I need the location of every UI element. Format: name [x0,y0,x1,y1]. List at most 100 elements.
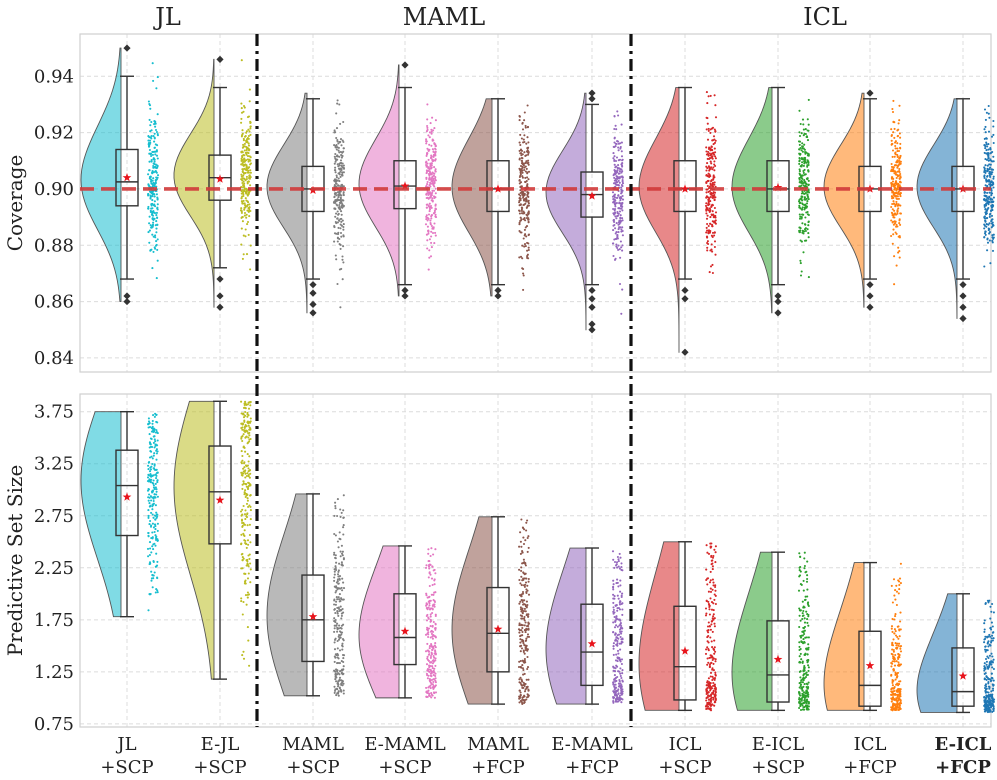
rain-point [154,496,157,499]
rain-point [619,698,622,701]
rain-point [155,87,158,90]
rain-point [518,212,521,215]
rain-point [707,154,710,157]
rain-point [612,229,615,232]
rain-point [242,422,245,425]
rain-point [245,474,248,478]
rain-point [894,205,897,208]
rain-point [152,135,155,138]
rain-point [249,184,252,187]
rain-point [617,692,620,695]
outlier-point [588,320,596,328]
rain-point [427,232,430,235]
rain-point [992,658,995,661]
rain-point [425,163,428,167]
rain-point [430,246,433,249]
rain-point [895,225,898,228]
rain-point [334,653,337,656]
rain-point [147,535,150,538]
rain-point [706,117,709,120]
box-iqr [766,160,790,213]
rain-point [147,184,151,187]
rain-point [434,677,437,680]
rain-point [429,613,432,616]
rain-point [156,439,159,442]
rain-point [518,578,521,582]
rain-point [425,215,428,218]
rain-point [990,168,993,171]
rain-point [427,193,430,197]
rain-point [894,615,897,618]
rain-point [612,601,615,604]
rain-point [523,657,526,661]
rain-point [335,199,339,202]
rain-point [154,181,157,184]
rain-point [155,277,158,280]
rain-point [616,609,619,612]
rain-point [710,205,713,208]
rain-point [149,443,152,446]
rain-point [428,678,431,681]
rain-point [613,141,616,144]
rain-point [338,636,341,640]
rain-point [617,618,620,621]
rain-point [798,217,802,220]
rain-point [433,652,436,655]
rain-point [154,544,157,547]
rain-point [526,667,529,671]
rain-point [341,202,344,206]
rain-point [428,136,431,139]
rain-point [241,132,244,135]
rain-point [708,207,711,210]
rain-point [433,603,436,606]
rain-point [801,614,804,618]
rain-point [805,211,808,214]
rain-point [148,433,151,436]
rain-point [426,126,429,129]
rain-point [156,513,159,516]
rain-point [247,436,250,439]
rain-point [240,102,243,105]
rain-point [890,165,894,168]
rain-point [798,157,801,160]
rain-point [342,204,345,207]
rain-points [890,99,902,286]
rain-point [342,682,345,685]
rain-point [525,150,529,153]
rain-point [897,128,900,131]
rain-point [620,141,623,144]
rain-point [524,562,527,565]
rain-point [523,619,526,622]
rain-point [712,615,715,618]
rain-point [710,162,713,165]
rain-point [341,184,344,187]
rain-point [801,630,804,633]
rain-point [152,177,155,180]
rain-point [150,437,153,441]
rain-point [519,645,522,648]
rain-point [612,665,615,668]
rain-point [714,196,717,199]
rain-point [519,164,523,168]
rain-point [243,539,246,542]
half-violin [266,92,308,314]
rain-point [434,672,437,675]
rain-point [798,143,801,146]
rain-point [524,245,527,248]
rain-point [713,221,717,224]
rain-point [154,234,157,237]
rain-point [804,132,807,136]
rain-point [520,599,523,602]
rain-point [520,629,523,632]
rain-point [520,149,524,152]
rain-point [425,138,428,141]
rain-point [153,530,156,534]
rain-point [149,175,152,179]
rain-point [799,609,802,612]
rain-point [612,583,615,586]
rain-point [337,142,340,145]
rain-point [150,551,153,554]
rain-point [334,556,337,559]
rain-point [240,107,243,110]
rain-point [894,678,897,681]
